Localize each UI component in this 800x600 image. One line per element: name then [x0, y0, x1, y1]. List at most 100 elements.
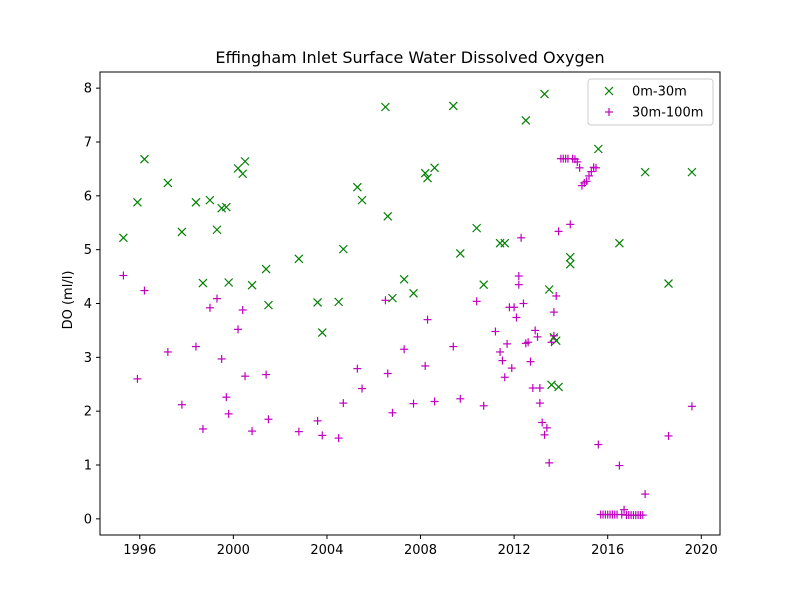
data-point	[565, 252, 575, 262]
data-point	[430, 163, 439, 173]
data-point	[456, 394, 465, 403]
data-point	[566, 220, 575, 229]
data-point	[238, 305, 247, 314]
y-tick-label: 3	[84, 351, 92, 366]
data-point	[430, 397, 439, 406]
data-point	[224, 409, 233, 418]
y-tick-label: 8	[84, 82, 92, 97]
data-point	[388, 408, 397, 417]
data-point	[614, 238, 624, 248]
data-point	[421, 361, 430, 370]
data-point	[593, 144, 603, 154]
data-point	[549, 308, 558, 317]
data-point	[221, 202, 231, 212]
data-point	[545, 458, 554, 467]
data-point	[338, 244, 348, 254]
data-point	[388, 293, 397, 303]
data-point	[517, 233, 526, 242]
data-point	[205, 303, 214, 312]
data-point	[491, 327, 500, 336]
x-tick-label: 1996	[123, 543, 156, 558]
data-point	[524, 338, 533, 347]
data-point	[547, 380, 556, 390]
data-point	[261, 264, 271, 274]
data-point	[205, 195, 215, 205]
data-point	[592, 163, 600, 172]
legend-box	[587, 78, 714, 126]
data-point	[519, 299, 528, 308]
data-point	[526, 357, 535, 366]
data-point	[191, 342, 200, 351]
data-point	[554, 227, 563, 236]
x-tick-label: 2020	[685, 543, 718, 558]
data-point	[313, 297, 323, 307]
y-tick-label: 0	[84, 512, 92, 527]
data-point	[500, 238, 510, 248]
data-point	[241, 372, 250, 381]
data-point	[119, 271, 128, 280]
data-point	[565, 259, 575, 269]
data-point	[353, 364, 362, 373]
data-point	[264, 415, 273, 424]
data-point	[294, 254, 304, 264]
data-point	[479, 401, 488, 410]
legend-marker	[605, 108, 613, 116]
data-point	[334, 434, 343, 443]
chart-title: Effingham Inlet Surface Water Dissolved …	[215, 48, 604, 67]
data-point	[531, 326, 540, 335]
data-point	[498, 356, 507, 365]
data-point	[664, 431, 673, 440]
data-point	[222, 393, 231, 402]
data-point	[687, 402, 696, 411]
data-point	[248, 427, 257, 436]
plot-area	[118, 89, 697, 520]
data-point	[383, 369, 392, 378]
y-axis: 0 1 2 3 4 5 6 7 8	[84, 82, 100, 527]
x-tick-label: 2000	[217, 543, 250, 558]
data-point	[620, 505, 629, 514]
data-point	[507, 364, 516, 373]
data-point	[133, 197, 142, 207]
data-point	[638, 511, 647, 520]
data-point	[554, 382, 563, 392]
data-point	[339, 399, 348, 408]
data-point	[544, 285, 554, 294]
x-tick-label: 2012	[498, 543, 531, 558]
data-point	[687, 167, 697, 177]
data-point	[212, 225, 222, 235]
y-tick-label: 1	[84, 459, 92, 474]
data-point	[423, 173, 432, 183]
legend-marker	[604, 86, 614, 96]
series-shallow	[118, 89, 697, 392]
series-deep	[119, 154, 696, 520]
data-point	[540, 89, 549, 99]
data-point	[542, 423, 551, 432]
data-point	[247, 280, 257, 290]
legend: 0m-30m 30m-100m	[587, 78, 714, 126]
data-point	[420, 168, 430, 178]
data-point	[540, 430, 549, 439]
data-point	[358, 384, 367, 393]
data-point	[514, 272, 523, 281]
data-point	[552, 291, 561, 300]
data-point	[449, 342, 458, 351]
y-tick-label: 5	[84, 243, 92, 258]
data-point	[163, 178, 173, 188]
data-point	[399, 274, 409, 284]
data-point	[575, 163, 584, 172]
data-point	[217, 354, 226, 363]
data-point	[234, 325, 243, 334]
data-point	[514, 280, 523, 289]
data-point	[198, 278, 208, 288]
data-point	[512, 313, 521, 322]
data-point	[594, 440, 603, 449]
data-point	[334, 297, 344, 307]
data-point	[615, 461, 624, 470]
y-tick-label: 4	[84, 297, 92, 312]
x-tick-label: 2004	[310, 543, 343, 558]
y-axis-label: DO (ml/l)	[61, 271, 76, 330]
data-point	[240, 156, 250, 166]
data-point	[538, 418, 547, 427]
data-point	[423, 315, 432, 324]
